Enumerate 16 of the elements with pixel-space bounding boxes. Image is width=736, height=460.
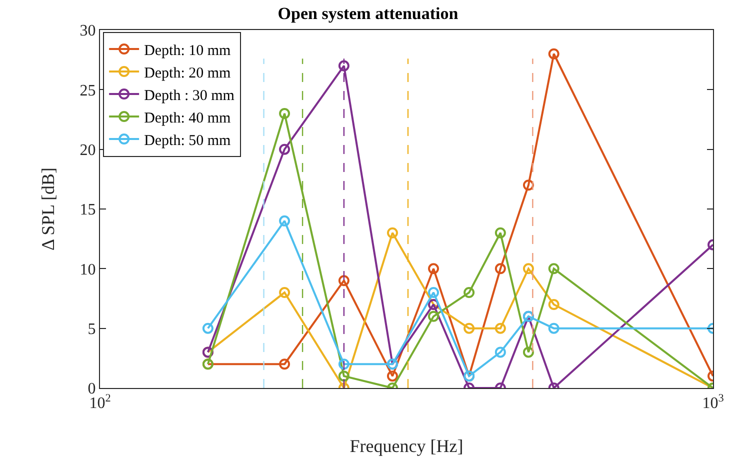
y-axis-title: Δ SPL [dB] (38, 168, 58, 250)
chart-title: Open system attenuation (278, 4, 459, 23)
legend-label: Depth : 30 mm (144, 88, 235, 104)
legend-label: Depth: 50 mm (144, 132, 232, 149)
x-axis-title: Frequency [Hz] (350, 436, 464, 456)
legend-label: Depth: 40 mm (144, 110, 232, 126)
x-tick-label: 10$^{3}$ (702, 392, 724, 412)
y-tick-label: 15 (80, 202, 96, 219)
legend-label: Depth: 20 mm (144, 65, 232, 82)
y-tick-label: 5 (88, 320, 96, 338)
legend-label: Depth: 10 mm (144, 42, 232, 59)
y-tick-label: 25 (80, 82, 96, 100)
y-tick-label: 20 (80, 142, 96, 159)
y-tick-label: 30 (80, 22, 96, 40)
y-tick-label: 0 (88, 380, 96, 398)
y-tick-label: 10 (80, 261, 96, 278)
